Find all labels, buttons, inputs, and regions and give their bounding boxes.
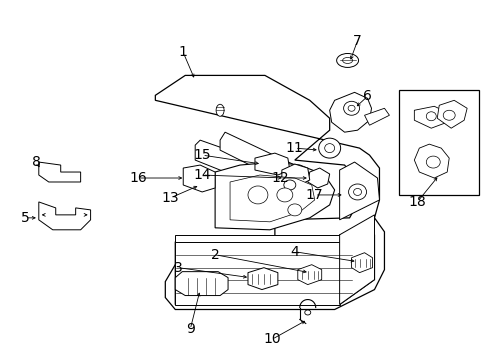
Text: 13: 13: [161, 191, 179, 205]
Ellipse shape: [347, 105, 354, 111]
Polygon shape: [229, 175, 314, 222]
Polygon shape: [183, 165, 215, 192]
Ellipse shape: [324, 144, 334, 153]
Text: 5: 5: [20, 211, 29, 225]
Polygon shape: [307, 168, 329, 188]
Ellipse shape: [287, 204, 301, 216]
Ellipse shape: [426, 156, 439, 168]
Text: 18: 18: [407, 195, 426, 209]
Polygon shape: [175, 242, 339, 305]
Ellipse shape: [348, 184, 366, 200]
Polygon shape: [413, 106, 447, 128]
Text: 4: 4: [290, 245, 299, 259]
Ellipse shape: [304, 310, 310, 315]
Text: 8: 8: [32, 155, 41, 169]
Ellipse shape: [336, 54, 358, 67]
Polygon shape: [220, 132, 299, 185]
Polygon shape: [351, 253, 372, 273]
Polygon shape: [436, 100, 466, 128]
Polygon shape: [215, 162, 334, 230]
Polygon shape: [175, 235, 374, 305]
Polygon shape: [297, 265, 321, 285]
Text: 16: 16: [129, 171, 147, 185]
Polygon shape: [254, 153, 289, 175]
Text: 17: 17: [305, 188, 323, 202]
Ellipse shape: [283, 180, 295, 190]
Ellipse shape: [318, 138, 340, 158]
Text: 1: 1: [179, 45, 187, 59]
Ellipse shape: [277, 174, 302, 196]
Ellipse shape: [247, 186, 267, 204]
Polygon shape: [339, 215, 374, 305]
Ellipse shape: [276, 188, 292, 202]
Ellipse shape: [342, 58, 352, 63]
Text: 14: 14: [193, 168, 210, 182]
Polygon shape: [155, 75, 384, 310]
Bar: [399, 90, 478, 195]
Polygon shape: [175, 272, 227, 296]
Text: 3: 3: [174, 261, 182, 275]
Polygon shape: [413, 144, 448, 178]
Polygon shape: [281, 164, 309, 186]
Ellipse shape: [216, 104, 224, 116]
Text: 9: 9: [185, 323, 194, 337]
Polygon shape: [339, 162, 379, 220]
Polygon shape: [364, 108, 388, 125]
Polygon shape: [39, 202, 90, 230]
Polygon shape: [195, 140, 289, 190]
Polygon shape: [175, 235, 339, 242]
Ellipse shape: [353, 189, 361, 195]
Text: 11: 11: [285, 141, 303, 155]
Text: 7: 7: [352, 33, 361, 48]
Text: 12: 12: [270, 171, 288, 185]
Text: 15: 15: [193, 148, 210, 162]
Polygon shape: [247, 268, 277, 289]
Ellipse shape: [442, 110, 454, 120]
Polygon shape: [39, 162, 81, 182]
Ellipse shape: [426, 112, 435, 121]
Ellipse shape: [343, 101, 359, 115]
Text: 10: 10: [263, 332, 280, 346]
Text: 6: 6: [363, 89, 371, 103]
Polygon shape: [329, 92, 371, 132]
Text: 2: 2: [210, 248, 219, 262]
